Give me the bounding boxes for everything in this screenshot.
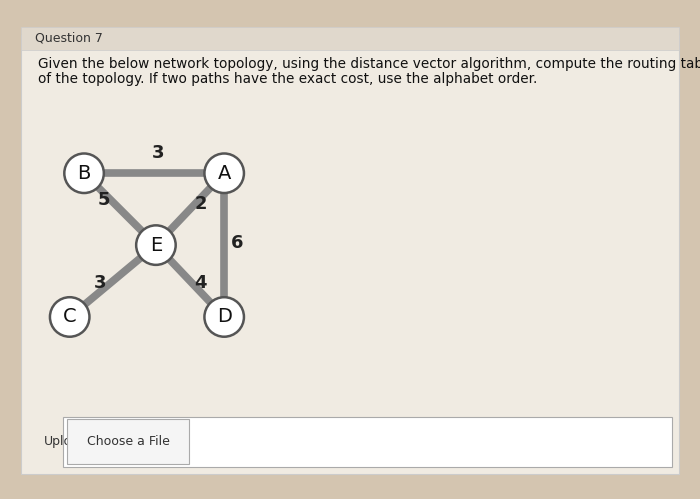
Text: D: D: [217, 307, 232, 326]
FancyBboxPatch shape: [21, 35, 679, 474]
FancyBboxPatch shape: [66, 419, 189, 464]
Circle shape: [64, 154, 104, 193]
Circle shape: [50, 297, 90, 337]
Text: 4: 4: [195, 274, 207, 292]
Text: C: C: [63, 307, 76, 326]
Text: Upload: Upload: [43, 435, 88, 448]
Text: Given the below network topology, using the distance vector algorithm, compute t: Given the below network topology, using …: [38, 57, 700, 71]
Text: 5: 5: [97, 191, 110, 209]
Circle shape: [136, 226, 176, 265]
Text: Question 7: Question 7: [35, 31, 103, 44]
Text: 6: 6: [230, 235, 243, 252]
Text: 3: 3: [94, 274, 106, 292]
FancyBboxPatch shape: [63, 417, 672, 467]
Text: E: E: [150, 236, 162, 254]
Text: A: A: [218, 164, 231, 183]
Circle shape: [204, 154, 244, 193]
Text: 3: 3: [151, 145, 164, 163]
Circle shape: [204, 297, 244, 337]
FancyBboxPatch shape: [21, 27, 679, 50]
Text: B: B: [78, 164, 91, 183]
Text: of the topology. If two paths have the exact cost, use the alphabet order.: of the topology. If two paths have the e…: [38, 72, 538, 86]
Text: 2: 2: [195, 195, 207, 213]
Text: Choose a File: Choose a File: [87, 435, 169, 448]
